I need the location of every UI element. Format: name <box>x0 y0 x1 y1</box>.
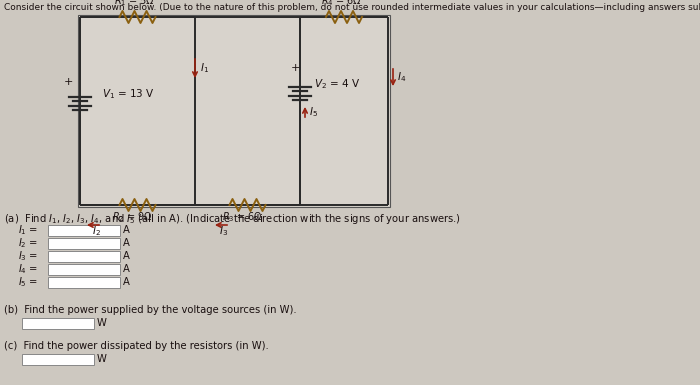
Text: (b)  Find the power supplied by the voltage sources (in W).: (b) Find the power supplied by the volta… <box>4 305 297 315</box>
Text: $I_5$: $I_5$ <box>309 105 318 119</box>
Text: $I_2$: $I_2$ <box>92 224 101 238</box>
Text: $I_3$ =: $I_3$ = <box>18 249 38 263</box>
Text: A: A <box>123 251 130 261</box>
Text: Consider the circuit shown below. (Due to the nature of this problem, do not use: Consider the circuit shown below. (Due t… <box>4 3 700 12</box>
Text: $R_1$ = 5Ω: $R_1$ = 5Ω <box>114 0 155 8</box>
Text: $I_4$ =: $I_4$ = <box>18 262 38 276</box>
FancyBboxPatch shape <box>48 238 120 248</box>
Text: W: W <box>97 318 107 328</box>
Text: $V_1$ = 13 V: $V_1$ = 13 V <box>102 87 155 101</box>
Text: $I_5$ =: $I_5$ = <box>18 275 38 289</box>
FancyBboxPatch shape <box>22 318 94 328</box>
Text: +: + <box>63 77 73 87</box>
Text: $I_3$: $I_3$ <box>219 224 229 238</box>
Text: $I_4$: $I_4$ <box>397 70 406 84</box>
Text: A: A <box>123 225 130 235</box>
Text: $I_2$ =: $I_2$ = <box>18 236 38 250</box>
FancyBboxPatch shape <box>78 15 390 207</box>
Text: (c)  Find the power dissipated by the resistors (in W).: (c) Find the power dissipated by the res… <box>4 341 269 351</box>
Text: A: A <box>123 277 130 287</box>
Text: A: A <box>123 264 130 274</box>
Text: (a)  Find $I_1$, $I_2$, $I_3$, $I_4$, and $I_5$ (all in A). (Indicate the direct: (a) Find $I_1$, $I_2$, $I_3$, $I_4$, and… <box>4 212 461 226</box>
Text: W: W <box>97 354 107 364</box>
Text: $I_1$ =: $I_1$ = <box>18 223 38 237</box>
Text: $R_4$ = 6Ω: $R_4$ = 6Ω <box>321 0 361 8</box>
FancyBboxPatch shape <box>48 224 120 236</box>
Text: A: A <box>123 238 130 248</box>
Text: $V_2$ = 4 V: $V_2$ = 4 V <box>314 77 360 91</box>
FancyBboxPatch shape <box>48 263 120 275</box>
Text: $R_2$ = 9Ω: $R_2$ = 9Ω <box>112 210 153 224</box>
FancyBboxPatch shape <box>48 251 120 261</box>
Text: +: + <box>290 63 300 73</box>
Text: $R_3$ = 6Ω: $R_3$ = 6Ω <box>222 210 263 224</box>
Text: $I_1$: $I_1$ <box>200 62 209 75</box>
FancyBboxPatch shape <box>48 276 120 288</box>
FancyBboxPatch shape <box>22 353 94 365</box>
